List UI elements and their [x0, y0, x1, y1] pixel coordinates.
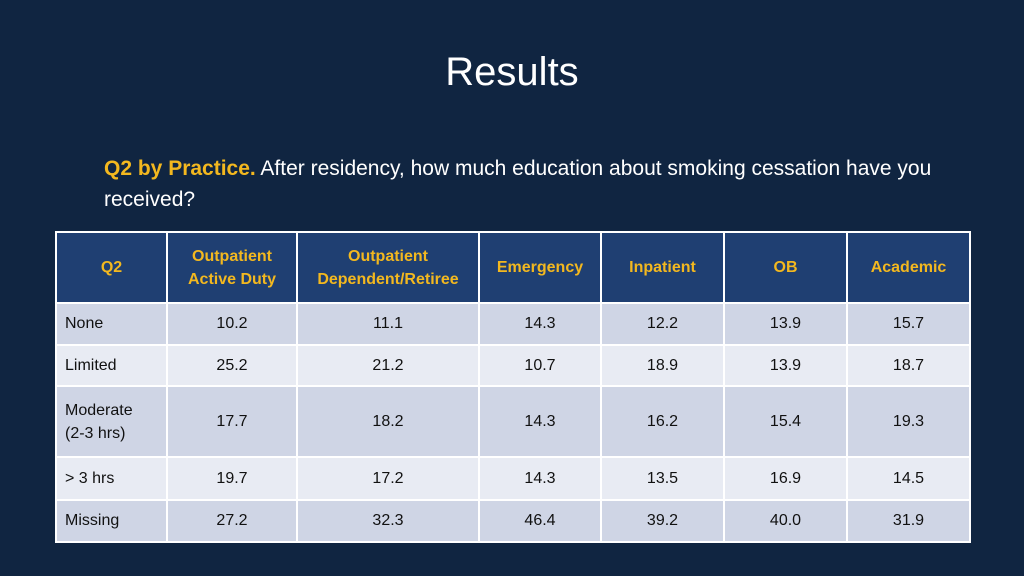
table-cell: 31.9 [846, 499, 971, 543]
table-cell: 32.3 [296, 499, 480, 543]
column-header: Outpatient Dependent/Retiree [296, 231, 480, 304]
table-row: Moderate (2-3 hrs) 17.7 18.2 14.3 16.2 15… [55, 385, 971, 458]
row-label: Missing [55, 499, 168, 543]
column-header: Academic [846, 231, 971, 304]
column-header: OB [723, 231, 848, 304]
column-header: Q2 [55, 231, 168, 304]
table-cell: 16.2 [600, 385, 725, 458]
row-label: > 3 hrs [55, 456, 168, 501]
row-label: None [55, 302, 168, 346]
table-cell: 19.3 [846, 385, 971, 458]
table-cell: 18.2 [296, 385, 480, 458]
table-cell: 15.4 [723, 385, 848, 458]
table-cell: 18.7 [846, 344, 971, 387]
column-header: Emergency [478, 231, 602, 304]
table-cell: 21.2 [296, 344, 480, 387]
row-label: Moderate (2-3 hrs) [55, 385, 168, 458]
table-cell: 25.2 [166, 344, 298, 387]
table-cell: 10.7 [478, 344, 602, 387]
table-row: Limited 25.2 21.2 10.7 18.9 13.9 18.7 [55, 344, 971, 387]
question-body: After residency, how much education abou… [104, 157, 932, 211]
table-cell: 10.2 [166, 302, 298, 346]
table-cell: 12.2 [600, 302, 725, 346]
table-cell: 14.3 [478, 456, 602, 501]
table-cell: 27.2 [166, 499, 298, 543]
column-header: Inpatient [600, 231, 725, 304]
slide-title: Results [445, 50, 579, 94]
table-cell: 18.9 [600, 344, 725, 387]
table-cell: 13.9 [723, 344, 848, 387]
table-cell: 15.7 [846, 302, 971, 346]
table-row: Missing 27.2 32.3 46.4 39.2 40.0 31.9 [55, 499, 971, 543]
table-cell: 40.0 [723, 499, 848, 543]
table-cell: 13.5 [600, 456, 725, 501]
column-header: Outpatient Active Duty [166, 231, 298, 304]
table-header-row: Q2 Outpatient Active Duty Outpatient Depen… [55, 231, 971, 304]
question-lead: Q2 by Practice. [104, 157, 256, 180]
question-text: Q2 by Practice. After residency, how muc… [104, 153, 944, 215]
table-cell: 13.9 [723, 302, 848, 346]
table-cell: 39.2 [600, 499, 725, 543]
table-row: None 10.2 11.1 14.3 12.2 13.9 15.7 [55, 302, 971, 346]
table-cell: 46.4 [478, 499, 602, 543]
table-row: > 3 hrs 19.7 17.2 14.3 13.5 16.9 14.5 [55, 456, 971, 501]
table-cell: 16.9 [723, 456, 848, 501]
table-cell: 17.2 [296, 456, 480, 501]
table-cell: 11.1 [296, 302, 480, 346]
table-cell: 14.5 [846, 456, 971, 501]
table-cell: 17.7 [166, 385, 298, 458]
row-label: Limited [55, 344, 168, 387]
table-cell: 14.3 [478, 385, 602, 458]
table-cell: 14.3 [478, 302, 602, 346]
table-cell: 19.7 [166, 456, 298, 501]
results-table: Q2 Outpatient Active Duty Outpatient Depen… [55, 231, 971, 543]
